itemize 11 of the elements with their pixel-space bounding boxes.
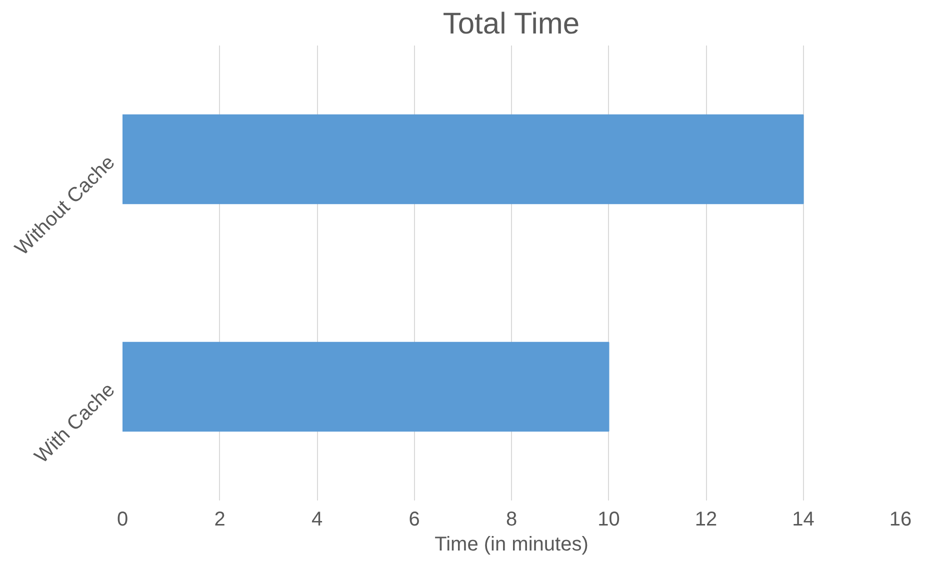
x-axis-title: Time (in minutes): [434, 534, 588, 556]
x-tick-label: 16: [889, 508, 912, 530]
x-tick-label: 14: [792, 508, 814, 530]
x-tick-label: 12: [694, 508, 718, 530]
chart-title: Total Time: [442, 8, 580, 40]
x-tick-label: 2: [214, 508, 226, 530]
x-tick-label: 4: [311, 508, 323, 530]
x-tick-label: 6: [408, 508, 420, 530]
x-tick-label: 8: [506, 508, 518, 530]
x-tick-label: 0: [116, 508, 128, 530]
x-tick-label: 10: [598, 508, 620, 530]
